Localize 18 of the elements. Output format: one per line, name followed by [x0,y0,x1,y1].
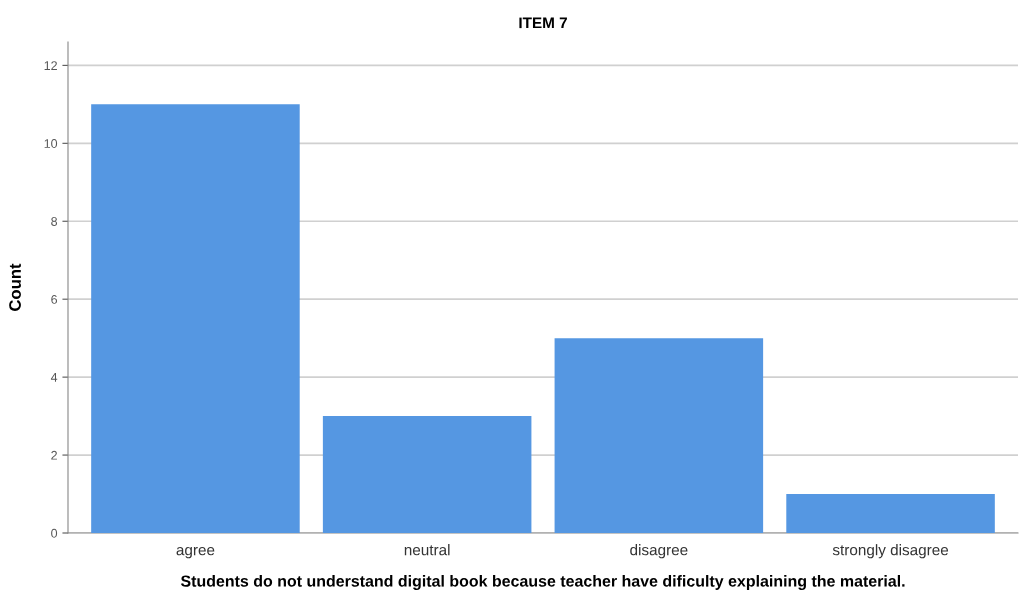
bar [786,494,995,533]
y-tick-label: 12 [44,61,57,70]
bar [91,104,300,533]
x-tick-label: neutral [404,544,450,556]
x-tick-label: strongly disagree [832,544,949,559]
x-tick-label: disagree [630,544,688,559]
y-tick-label: 6 [51,294,58,304]
y-tick-label: 8 [51,217,58,226]
x-tick-label: agree [176,546,215,559]
chart-title: ITEM 7 [519,17,567,29]
y-tick-label: 4 [50,373,58,382]
y-axis-title: Count [9,263,21,311]
y-tick-label: 10 [44,139,58,148]
bar [554,338,764,533]
x-axis-title: Students do not understand digital book because teacher have dificulty explaining the material. [180,575,905,590]
y-tick-label: 2 [51,450,57,460]
bar [322,416,532,533]
y-tick-label: 0 [51,528,58,538]
